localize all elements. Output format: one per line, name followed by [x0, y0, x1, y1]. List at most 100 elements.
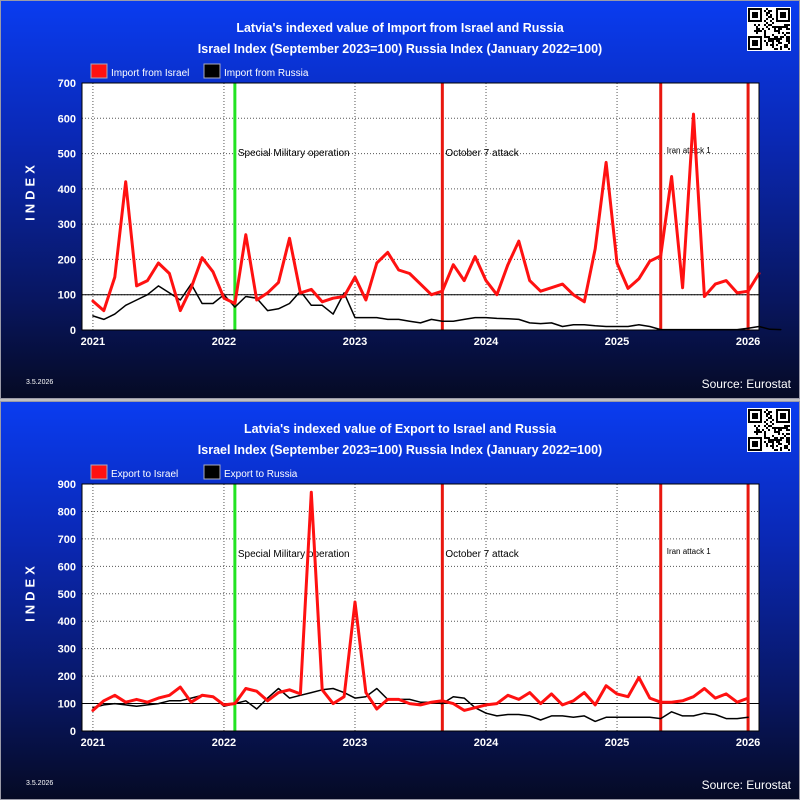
qr-module	[756, 431, 758, 433]
qr-module	[774, 437, 776, 439]
qr-module	[756, 44, 758, 46]
qr-module	[788, 36, 790, 38]
qr-module	[774, 30, 776, 32]
qr-module	[788, 443, 790, 445]
qr-module	[758, 20, 760, 22]
qr-module	[756, 40, 758, 42]
legend-label: Import from Russia	[224, 68, 309, 79]
qr-module	[754, 425, 756, 427]
qr-module	[788, 433, 790, 435]
event-label: Special Military operation	[238, 549, 350, 560]
qr-module	[770, 16, 772, 18]
plot-border	[81, 483, 760, 732]
qr-module	[778, 26, 780, 28]
qr-module	[752, 8, 754, 10]
qr-module	[770, 445, 772, 447]
qr-module	[748, 42, 750, 44]
qr-module	[776, 419, 778, 421]
qr-module	[784, 417, 786, 419]
x-tick-label: 2021	[81, 336, 105, 348]
y-tick-label: 0	[70, 325, 76, 337]
qr-module	[748, 447, 750, 449]
qr-module	[752, 449, 754, 451]
export-chart-plot: Special Military operation October 7 atta…	[58, 464, 760, 749]
qr-module	[764, 40, 766, 42]
import-chart-plot: Special Military operation October 7 atta…	[58, 63, 782, 348]
qr-module	[766, 427, 768, 429]
qr-module	[786, 26, 788, 28]
qr-module	[766, 409, 768, 411]
qr-module	[772, 42, 774, 44]
qr-module	[780, 437, 782, 439]
qr-module	[778, 439, 780, 441]
qr-module	[770, 14, 772, 16]
qr-module	[768, 425, 770, 427]
qr-module	[758, 425, 760, 427]
qr-module	[760, 439, 762, 441]
y-tick-label: 600	[58, 113, 76, 125]
qr-module	[764, 437, 766, 439]
qr-module	[760, 30, 762, 32]
qr-module	[774, 427, 776, 429]
qr-module	[752, 421, 754, 423]
qr-module	[750, 421, 752, 423]
qr-module	[788, 409, 790, 411]
qr-module	[754, 14, 756, 16]
y-tick-label: 300	[58, 644, 76, 656]
qr-module	[750, 20, 752, 22]
qr-module	[778, 441, 780, 443]
y-tick-label: 500	[58, 149, 76, 161]
qr-module	[760, 48, 762, 50]
qr-module	[788, 429, 790, 431]
qr-module	[778, 431, 780, 433]
qr-module	[780, 48, 782, 50]
qr-module	[770, 40, 772, 42]
qr-module	[748, 20, 750, 22]
qr-module	[786, 8, 788, 10]
qr-module	[788, 40, 790, 42]
qr-module	[770, 10, 772, 12]
qr-module	[758, 431, 760, 433]
event-label: October 7 attack	[445, 549, 519, 560]
qr-module	[772, 423, 774, 425]
qr-module	[768, 38, 770, 40]
qr-module	[782, 415, 784, 417]
qr-module	[754, 42, 756, 44]
qr-module	[778, 32, 780, 34]
qr-module	[764, 10, 766, 12]
qr-module	[782, 413, 784, 415]
qr-module	[764, 34, 766, 36]
qr-module	[756, 437, 758, 439]
qr-module	[784, 445, 786, 447]
qr-module	[758, 429, 760, 431]
y-tick-label: 200	[58, 254, 76, 266]
qr-module	[748, 441, 750, 443]
qr-module	[772, 419, 774, 421]
y-tick-label: 400	[58, 616, 76, 628]
qr-module	[786, 445, 788, 447]
qr-module	[748, 437, 750, 439]
qr-module	[776, 20, 778, 22]
qr-module	[760, 18, 762, 20]
qr-module	[770, 44, 772, 46]
qr-module	[756, 12, 758, 14]
qr-module	[748, 48, 750, 50]
qr-module	[782, 417, 784, 419]
qr-module	[756, 20, 758, 22]
series-line	[91, 112, 761, 313]
qr-module	[748, 16, 750, 18]
chart-subtitle: Israel Index (September 2023=100) Russia…	[197, 443, 603, 457]
qr-module	[784, 14, 786, 16]
qr-module	[786, 447, 788, 449]
qr-module	[748, 439, 750, 441]
qr-module	[774, 449, 776, 451]
qr-module	[756, 415, 758, 417]
qr-module	[752, 36, 754, 38]
qr-module	[788, 10, 790, 12]
qr-module	[788, 439, 790, 441]
qr-module	[784, 421, 786, 423]
qr-module	[776, 18, 778, 20]
y-tick-label: 700	[58, 534, 76, 546]
qr-module	[776, 26, 778, 28]
qr-module	[748, 421, 750, 423]
